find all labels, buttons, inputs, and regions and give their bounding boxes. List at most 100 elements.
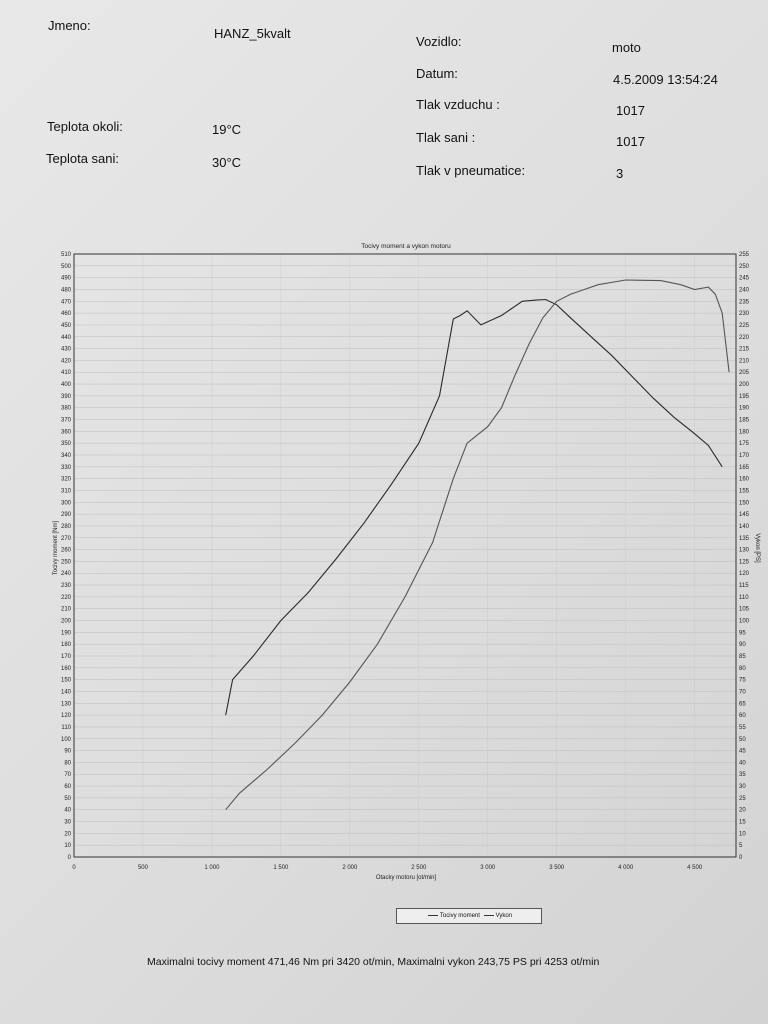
air-pressure-label: Tlak vzduchu :	[416, 97, 500, 112]
y2-tick-label: 75	[739, 678, 746, 684]
y2-tick-label: 170	[739, 453, 750, 459]
y-tick-label: 280	[61, 524, 72, 530]
y-tick-label: 100	[61, 737, 72, 743]
y-tick-label: 370	[61, 418, 72, 424]
y2-tick-label: 255	[739, 252, 750, 258]
horizontal-gridlines	[74, 253, 736, 858]
y-tick-label: 450	[61, 323, 72, 329]
legend-swatch-power	[483, 914, 494, 916]
x-tick-label: 3 500	[549, 865, 565, 871]
legend-swatch-torque	[427, 914, 438, 916]
left-axis-ticks: 0 10 20 30 40 50 60 70 80 90 100 110 120 130 140 150 160…	[61, 252, 72, 861]
y-tick-label: 320	[61, 477, 72, 483]
y2-tick-label: 220	[739, 335, 750, 341]
y-tick-label: 440	[61, 335, 72, 341]
x-tick-label: 4 000	[618, 865, 634, 871]
ambient-temp-label: Teplota okoli:	[47, 119, 123, 134]
y2-tick-label: 25	[739, 796, 746, 802]
y2-tick-label: 150	[739, 500, 750, 506]
series-lines	[225, 279, 730, 811]
intake-temp-value: 30°C	[212, 155, 242, 170]
vehicle-value: moto	[612, 40, 641, 55]
y-tick-label: 260	[61, 548, 72, 554]
y-tick-label: 0	[68, 855, 72, 861]
y-tick-label: 40	[64, 808, 71, 814]
y-tick-label: 70	[64, 772, 71, 778]
y-tick-label: 230	[61, 583, 72, 589]
y-tick-label: 150	[61, 678, 72, 684]
y-tick-label: 480	[61, 287, 72, 293]
y-tick-label: 330	[61, 465, 72, 471]
y2-tick-label: 145	[739, 512, 750, 518]
y2-tick-label: 65	[739, 701, 746, 707]
y-tick-label: 160	[61, 666, 72, 672]
y2-tick-label: 135	[739, 536, 750, 542]
y2-tick-label: 30	[739, 784, 746, 790]
vertical-gridlines	[73, 254, 695, 857]
right-axis-ticks: 0 5 10 15 20 25 30 35 40 45 50 55 60 65 70 75 80 85 90 95 10…	[739, 252, 750, 861]
y-tick-label: 210	[61, 607, 72, 613]
y2-tick-label: 165	[739, 465, 750, 471]
y-tick-label: 60	[64, 784, 71, 790]
y2-tick-label: 125	[739, 559, 750, 565]
intake-pressure-value: 1017	[616, 134, 645, 149]
y-tick-label: 20	[64, 831, 71, 837]
y2-tick-label: 35	[739, 772, 746, 778]
summary-line: Maximalni tocivy moment 471,46 Nm pri 34…	[147, 956, 600, 968]
y-tick-label: 50	[64, 796, 71, 802]
intake-pressure-label: Tlak sani :	[416, 130, 476, 145]
power-line	[225, 279, 730, 811]
y-tick-label: 310	[61, 488, 72, 494]
y2-tick-label: 235	[739, 299, 750, 305]
x-tick-label: 3 000	[480, 865, 496, 871]
y2-tick-label: 80	[739, 666, 746, 672]
y2-tick-label: 60	[739, 713, 746, 719]
y2-tick-label: 180	[739, 429, 750, 435]
y2-tick-label: 85	[739, 654, 746, 660]
y2-tick-label: 100	[739, 619, 750, 625]
y2-tick-label: 10	[739, 831, 746, 837]
y-tick-label: 250	[61, 559, 72, 565]
y2-tick-label: 195	[739, 394, 750, 400]
name-value: HANZ_5kvalt	[214, 26, 291, 41]
tire-pressure-label: Tlak v pneumatice:	[416, 163, 526, 178]
date-label: Datum:	[416, 66, 458, 81]
x-tick-label: 2 000	[342, 865, 358, 871]
y-tick-label: 30	[64, 820, 71, 826]
y2-tick-label: 105	[739, 607, 750, 613]
legend-entry-torque: Tocivy moment	[439, 913, 480, 919]
y2-tick-label: 200	[739, 382, 750, 388]
air-pressure-value: 1017	[616, 103, 645, 118]
y-axis-label: Tocivy moment [Nm]	[53, 520, 59, 575]
tire-pressure-value: 3	[616, 166, 624, 181]
y-tick-label: 80	[64, 760, 71, 766]
y2-tick-label: 155	[739, 488, 750, 494]
y-tick-label: 460	[61, 311, 72, 317]
x-axis-ticks: 0 500 1 000 1 500 2 000 2 500 3 000 3 500 4 000 4…	[72, 865, 702, 871]
y2-tick-label: 130	[739, 548, 750, 554]
x-axis-label: Otacky motoru [ot/min]	[376, 875, 437, 881]
y-tick-label: 90	[64, 749, 71, 755]
name-label: Jmeno:	[48, 18, 91, 33]
y-tick-label: 200	[61, 619, 72, 625]
y-tick-label: 470	[61, 299, 72, 305]
y-tick-label: 490	[61, 276, 72, 282]
y2-tick-label: 20	[739, 808, 746, 814]
y-tick-label: 140	[61, 689, 72, 695]
y-tick-label: 290	[61, 512, 72, 518]
chart-title: Tocivy moment a vykon motoru	[361, 243, 451, 250]
y2-tick-label: 15	[739, 820, 746, 826]
y-tick-label: 350	[61, 441, 72, 447]
y-tick-label: 420	[61, 358, 72, 364]
y2-tick-label: 90	[739, 642, 746, 648]
y-tick-label: 500	[61, 264, 72, 270]
y-tick-label: 410	[61, 370, 72, 376]
y2-tick-label: 225	[739, 323, 750, 329]
y-tick-label: 120	[61, 713, 72, 719]
y-tick-label: 220	[61, 595, 72, 601]
y2-tick-label: 245	[739, 276, 750, 282]
y2-tick-label: 95	[739, 630, 746, 636]
y-tick-label: 400	[61, 382, 72, 388]
